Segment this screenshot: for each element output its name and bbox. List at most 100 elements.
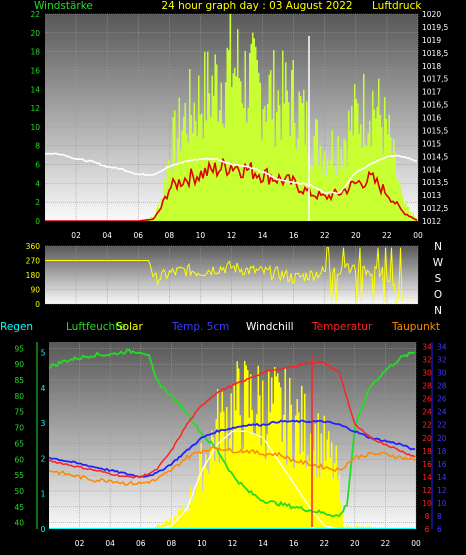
- solar-bar: [362, 526, 364, 529]
- wind-gust-bar: [294, 123, 296, 221]
- rain-tick-label: 5: [41, 349, 46, 358]
- wind-gust-bar: [340, 148, 342, 221]
- wind-gust-bar: [358, 133, 360, 221]
- solar-bar: [166, 519, 168, 529]
- wind-gust-bar: [237, 29, 239, 221]
- solar-bar: [269, 412, 271, 529]
- solar-bar: [260, 445, 262, 529]
- solar-bar: [179, 510, 181, 529]
- wind-gust-bar: [177, 138, 179, 221]
- wind-gust-bar: [189, 68, 191, 221]
- solar-bar: [271, 377, 273, 529]
- solar-bar: [322, 468, 324, 529]
- humidity-tick-label: 50: [14, 487, 24, 496]
- x-tick-label: 10: [197, 539, 207, 548]
- x-tick-label: 22: [381, 539, 391, 548]
- x-tick-label: 04: [102, 231, 112, 240]
- temperature-tick-label: 10: [422, 499, 432, 508]
- wind-gust-bar: [357, 103, 359, 221]
- wind-tick-label: 0: [35, 217, 40, 226]
- wind-gust-bar: [238, 78, 240, 221]
- solar-bar: [194, 496, 196, 529]
- x-tick-label: 06: [133, 231, 143, 240]
- solar-bar: [313, 450, 315, 529]
- wind-gust-bar: [166, 164, 168, 221]
- wind-gust-bar: [417, 219, 418, 221]
- solar-bar: [298, 412, 300, 529]
- solar-bar: [316, 477, 318, 529]
- wind-tick-label: 22: [30, 10, 40, 19]
- x-tick-label: 02: [71, 231, 81, 240]
- temperature-tick-label: 6: [425, 525, 430, 534]
- solar-bar: [314, 423, 316, 529]
- solar-bar: [254, 435, 256, 529]
- solar-bar: [170, 517, 172, 529]
- wind-gust-bar: [324, 151, 326, 221]
- temperature-tick-label: 28: [422, 382, 432, 391]
- wind-gust-bar: [337, 136, 339, 221]
- solar-bar: [185, 507, 187, 529]
- wind-gust-bar: [214, 54, 216, 221]
- wind-gust-bar: [313, 136, 315, 221]
- wind-gust-bar: [258, 72, 260, 221]
- x-tick-label: 02: [75, 539, 85, 548]
- solar-bar: [203, 465, 205, 529]
- solar-bar: [263, 423, 265, 529]
- solar-bar: [274, 366, 276, 529]
- temperature-tick-label: 30: [422, 369, 432, 378]
- wind-gust-bar: [370, 146, 372, 221]
- wind-gust-bar: [267, 103, 269, 221]
- wind-gust-bar: [235, 76, 237, 221]
- solar-bar: [277, 373, 279, 529]
- wind-gust-bar: [208, 93, 210, 221]
- wind-gust-bar: [240, 81, 242, 221]
- wind-gust-bar: [207, 51, 209, 221]
- wind-gust-bar: [243, 107, 245, 221]
- solar-bar: [251, 409, 253, 529]
- solar-bar: [215, 419, 217, 529]
- wind-gust-bar: [387, 134, 389, 221]
- solar-bar: [278, 382, 280, 529]
- solar-bar: [239, 415, 241, 529]
- solar-bar: [242, 449, 244, 529]
- pressure-axis-label: Luftdruck: [372, 0, 422, 12]
- wind-gust-bar: [171, 174, 173, 221]
- wind-gust-bar: [201, 113, 203, 221]
- solar-bar: [158, 525, 160, 529]
- temp5cm-tick-label: 18: [437, 447, 447, 456]
- temp5cm-tick-label: 30: [437, 369, 447, 378]
- temperature-tick-label: 14: [422, 473, 432, 482]
- solar-bar: [182, 503, 184, 529]
- windchill-line: [49, 430, 415, 529]
- solar-bar: [356, 526, 358, 529]
- direction-tick-label: 270: [26, 257, 41, 266]
- legend-humidity: Luftfeuchte: [66, 321, 126, 333]
- solar-bar: [229, 438, 231, 529]
- solar-bar: [275, 376, 277, 529]
- wind-gust-bar: [204, 51, 206, 221]
- solar-bar: [191, 501, 193, 529]
- wind-gust-bar: [261, 140, 263, 221]
- wind-gust-bar: [369, 120, 371, 221]
- direction-tick-label: 360: [26, 242, 41, 251]
- wind-gust-bar: [330, 160, 332, 221]
- temp5cm-tick-label: 16: [437, 460, 447, 469]
- solar-bar: [220, 412, 222, 529]
- wind-gust-bar: [213, 95, 215, 221]
- wind-tick-label: 14: [30, 85, 40, 94]
- x-tick-label: 00: [413, 231, 423, 240]
- temp5cm-tick-label: 10: [437, 499, 447, 508]
- legend-temperature: Temperatur: [311, 321, 373, 333]
- solar-bar: [331, 442, 333, 529]
- humidity-tick-label: 60: [14, 455, 24, 464]
- x-tick-label: 08: [167, 539, 177, 548]
- humidity-tick-label: 95: [14, 344, 24, 353]
- solar-bar: [307, 455, 309, 529]
- compass-label: N: [434, 241, 442, 253]
- wind-gust-bar: [253, 38, 255, 221]
- temperature-tick-label: 32: [422, 356, 432, 365]
- wind-gust-bar: [391, 156, 393, 221]
- wind-gust-bar: [247, 107, 249, 221]
- wind-gust-bar: [379, 114, 381, 221]
